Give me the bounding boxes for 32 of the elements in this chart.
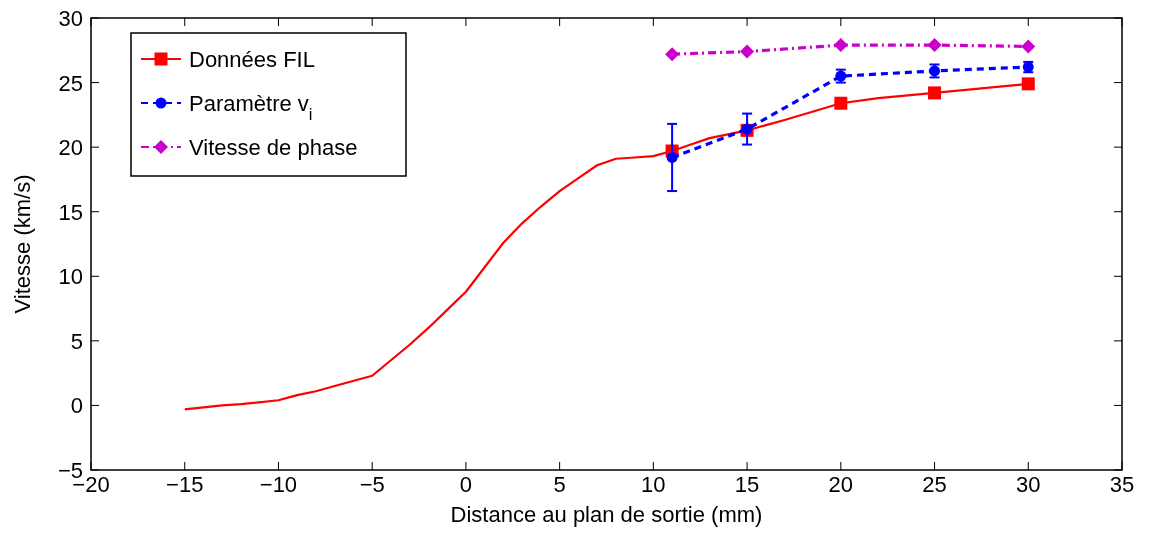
y-tick-label: 25 — [58, 70, 83, 96]
x-tick-label: 20 — [828, 472, 854, 497]
point — [928, 86, 942, 100]
x-tick-label: −5 — [359, 472, 385, 497]
y-tick-label: 30 — [58, 6, 83, 31]
legend-label: Données FIL — [189, 47, 315, 72]
y-tick-label: 0 — [70, 393, 83, 419]
point — [833, 38, 848, 53]
point — [927, 38, 942, 53]
y-axis-title: Vitesse (km/s) — [10, 174, 35, 314]
x-tick-label: 5 — [553, 472, 566, 497]
point — [740, 44, 755, 59]
x-tick-label: 10 — [641, 472, 666, 497]
y-tick-label: 10 — [58, 264, 83, 290]
x-tick-label: 30 — [1016, 472, 1041, 497]
x-tick-label: −15 — [166, 472, 204, 497]
x-tick-label: −10 — [259, 472, 298, 497]
point — [665, 47, 680, 62]
x-tick-label: 35 — [1109, 472, 1135, 497]
legend-label: Paramètre v$_{i}$ — [189, 91, 313, 123]
point — [666, 151, 678, 163]
point — [834, 96, 848, 110]
x-tick-label: 25 — [922, 472, 947, 497]
x-axis-title: Distance au plan de sortie (mm) — [450, 502, 763, 527]
y-tick-label: 15 — [58, 199, 83, 225]
x-tick-label: 0 — [459, 472, 473, 497]
y-tick-label: 5 — [70, 328, 83, 354]
point — [1021, 39, 1036, 54]
x-tick-label: 15 — [734, 472, 760, 497]
point — [1021, 77, 1035, 91]
legend-label: Vitesse de phase — [189, 135, 358, 160]
y-tick-label: 20 — [58, 135, 83, 161]
